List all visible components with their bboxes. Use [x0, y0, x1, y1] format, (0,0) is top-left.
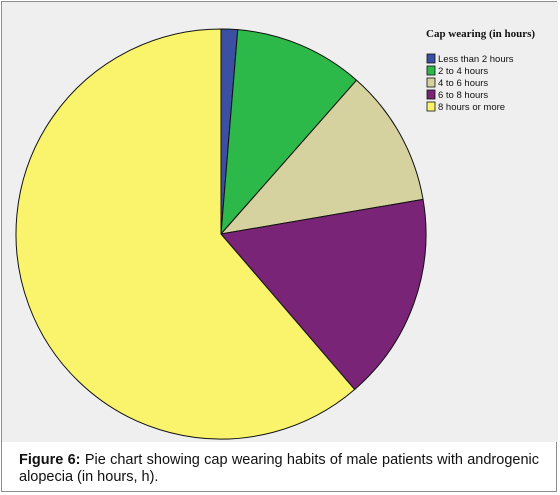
legend-swatch-2-to-4-hours	[426, 65, 436, 76]
pie-slice-4-to-6-hours	[220, 79, 424, 235]
legend-label-less-than-2-hours: Less than 2 hours	[438, 54, 514, 65]
pie-slice-6-to-8-hours	[220, 198, 427, 390]
legend-swatch-4-to-6-hours	[426, 77, 436, 88]
legend-label-8-hours-or-more: 8 hours or more	[438, 102, 505, 113]
legend-swatch-less-than-2-hours	[426, 53, 436, 64]
legend-swatch-8-hours-or-more	[426, 101, 436, 112]
legend-swatch-6-to-8-hours	[426, 89, 436, 100]
legend-label-6-to-8-hours: 6 to 8 hours	[438, 90, 488, 101]
chart-area: Cap wearing (in hours) Less than 2 hours…	[2, 2, 558, 442]
legend-title: Cap wearing (in hours)	[426, 28, 535, 40]
legend-label-2-to-4-hours: 2 to 4 hours	[438, 66, 488, 77]
pie-chart: Cap wearing (in hours) Less than 2 hours…	[15, 28, 535, 440]
legend: Cap wearing (in hours) Less than 2 hours…	[426, 28, 535, 113]
pie-slice-8-hours-or-more	[15, 28, 356, 440]
pie-slice-2-to-4-hours	[220, 29, 358, 235]
figure-caption: Figure 6: Pie chart showing cap wearing …	[19, 452, 539, 486]
legend-label-4-to-6-hours: 4 to 6 hours	[438, 78, 488, 89]
figure-label: Figure 6:	[19, 452, 81, 468]
pie-slices	[15, 28, 427, 440]
caption-text: Pie chart showing cap wearing habits of …	[19, 452, 539, 485]
